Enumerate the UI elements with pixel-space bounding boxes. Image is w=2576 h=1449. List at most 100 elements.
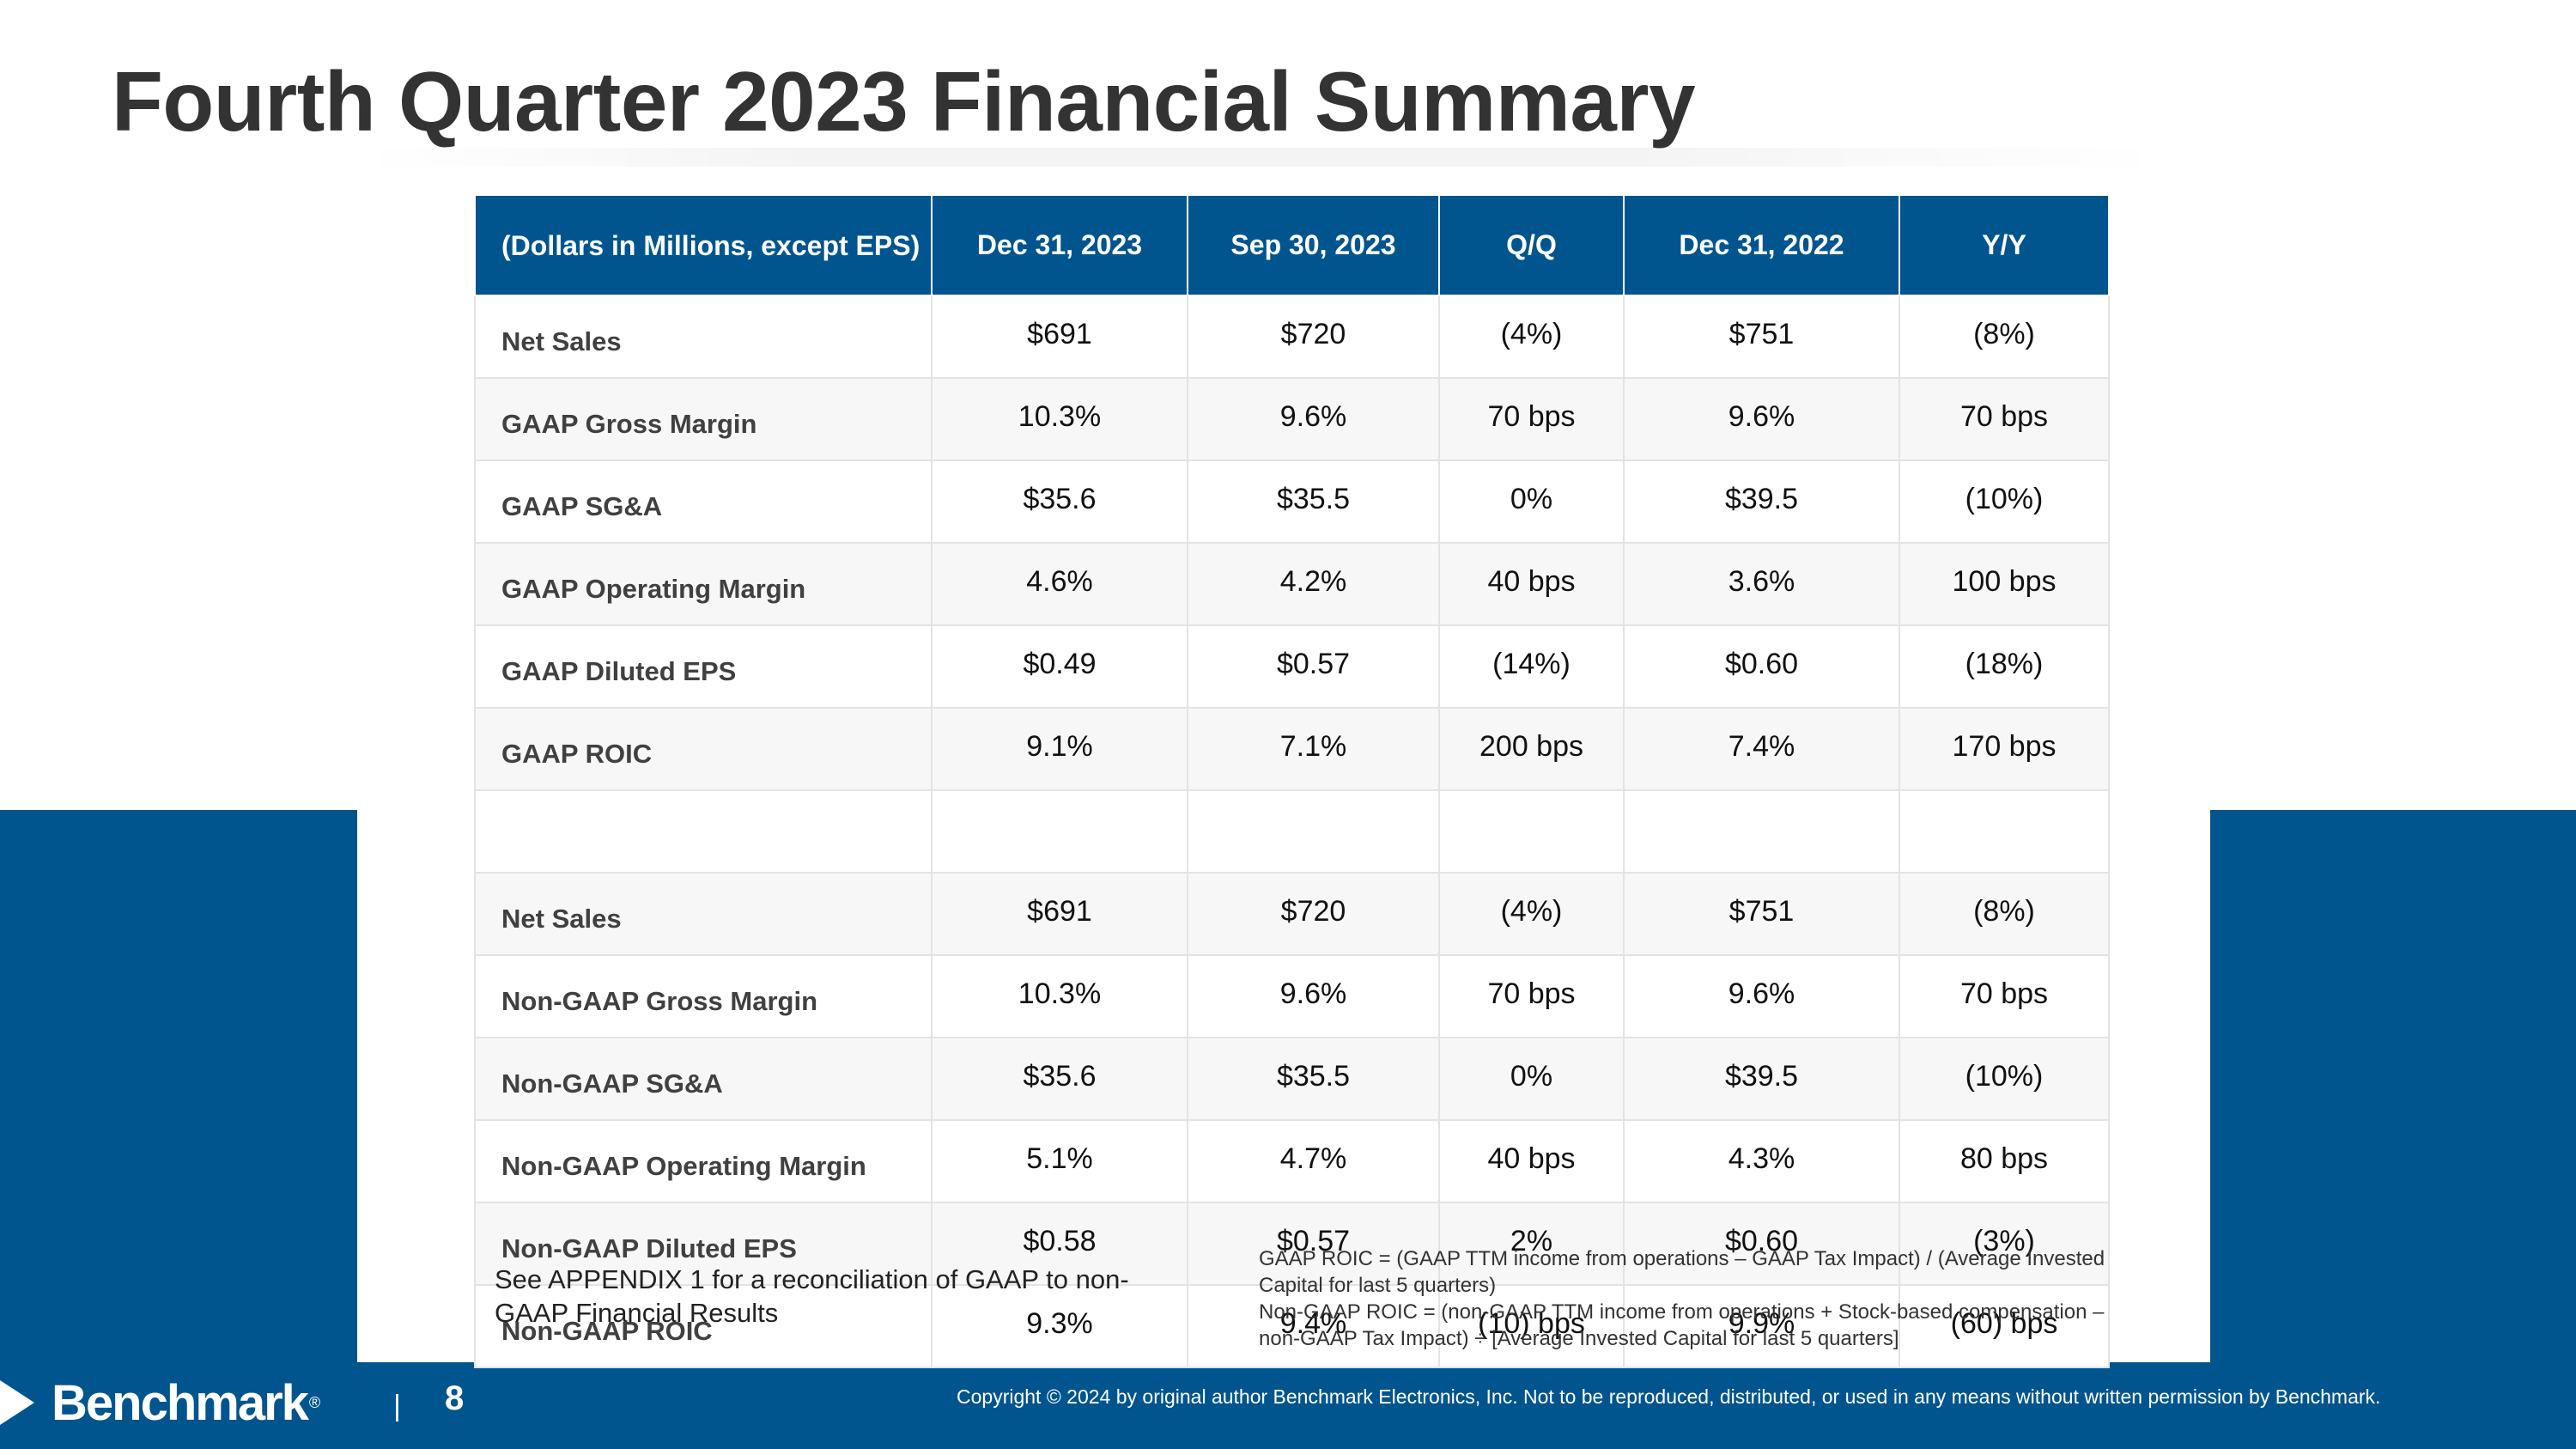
table-cell: $39.5 [1623, 1037, 1900, 1121]
table-cell: $35.5 [1187, 460, 1440, 544]
table-cell [1899, 789, 2110, 874]
column-header-dec-2023: Dec 31, 2023 [931, 194, 1188, 296]
footer-separator: | [393, 1390, 401, 1422]
table-cell: 10.3% [931, 377, 1188, 461]
table-cell: 70 bps [1438, 377, 1625, 461]
row-label: Net Sales [474, 872, 933, 956]
table-cell: $720 [1187, 872, 1440, 956]
logo-arrow-icon [0, 1380, 34, 1425]
table-cell: 9.6% [1187, 954, 1440, 1038]
table-row [474, 789, 2110, 874]
table-cell: 9.6% [1187, 377, 1440, 461]
table-cell: 70 bps [1899, 377, 2110, 461]
logo-registered-mark: ® [308, 1393, 321, 1411]
table-cell [1623, 789, 1900, 874]
table-cell: $35.5 [1187, 1037, 1440, 1121]
table-row: GAAP SG&A $35.6 $35.5 0% $39.5 (10%) [474, 460, 2110, 544]
table-cell: $35.6 [931, 460, 1188, 544]
table-cell: $0.57 [1187, 624, 1440, 709]
table-cell: 4.7% [1187, 1119, 1440, 1203]
table-row: Non-GAAP Diluted EPS $0.58 $0.57 2% $0.60 (3%… [474, 1202, 2110, 1286]
table-cell: $691 [931, 872, 1188, 956]
table-cell: 4.6% [931, 542, 1188, 626]
table-cell: 9.1% [931, 707, 1188, 791]
table-cell: $39.5 [1623, 460, 1900, 544]
table-cell: $0.60 [1623, 624, 1900, 709]
table-cell [1187, 789, 1440, 874]
column-header-yy: Y/Y [1899, 194, 2110, 296]
table-cell [931, 789, 1188, 874]
table-cell: 9.6% [1623, 954, 1900, 1038]
table-cell: 9.9% [1623, 1284, 1900, 1368]
table-row: Net Sales $691 $720 (4%) $751 (8%) [474, 872, 2110, 956]
appendix-note: See APPENDIX 1 for a reconciliation of G… [495, 1264, 1129, 1328]
table-cell: (8%) [1899, 295, 2110, 379]
row-label: Non-GAAP SG&A [474, 1037, 933, 1121]
table-row: Non-GAAP Operating Margin 5.1% 4.7% 40 bps 4… [474, 1119, 2110, 1203]
table-row: Non-GAAP SG&A $35.6 $35.5 0% $39.5 (10%) [474, 1037, 2110, 1121]
table-cell: $0.58 [931, 1202, 1188, 1286]
logo-wordmark: Benchmark [52, 1374, 309, 1431]
table-cell: (4%) [1438, 295, 1625, 379]
table-cell: 170 bps [1899, 707, 2110, 791]
table-cell: 9.4% [1187, 1284, 1440, 1368]
row-label: Non-GAAP ROIC [474, 1284, 933, 1368]
row-label [474, 789, 933, 874]
table-cell: 5.1% [931, 1119, 1188, 1203]
table-cell: $0.57 [1187, 1202, 1440, 1286]
non-gaap-roic-definition: Non-GAAP ROIC = (non-GAAP TTM income fro… [1259, 1300, 2105, 1350]
financial-summary-table: (Dollars in Millions, except EPS) Dec 31… [474, 194, 2110, 1368]
table-cell: 10.3% [931, 954, 1188, 1038]
table-cell: (10%) [1899, 1037, 2110, 1121]
row-label: GAAP Operating Margin [474, 542, 933, 626]
copyright-notice: Copyright © 2024 by original author Benc… [957, 1385, 2381, 1408]
table-cell: 0% [1438, 1037, 1625, 1121]
table-cell: 4.3% [1623, 1119, 1900, 1203]
table-cell: 7.1% [1187, 707, 1440, 791]
table-cell: 9.6% [1623, 377, 1900, 461]
page-number: 8 [445, 1379, 465, 1417]
table-cell: $0.49 [931, 624, 1188, 709]
row-label: GAAP Gross Margin [474, 377, 933, 461]
table-row: GAAP ROIC 9.1% 7.1% 200 bps 7.4% 170 bps [474, 707, 2110, 791]
row-label: Non-GAAP Operating Margin [474, 1119, 933, 1203]
table-cell: 80 bps [1899, 1119, 2110, 1203]
table-cell: $751 [1623, 295, 1900, 379]
column-header-qq: Q/Q [1438, 194, 1625, 296]
table-cell: 7.4% [1623, 707, 1900, 791]
table-cell: $35.6 [931, 1037, 1188, 1121]
row-label: Non-GAAP Gross Margin [474, 954, 933, 1038]
table-row: GAAP Operating Margin 4.6% 4.2% 40 bps 3.6% 1… [474, 542, 2110, 626]
column-header-units: (Dollars in Millions, except EPS) [474, 194, 933, 296]
table-cell: (60) bps [1899, 1284, 2110, 1368]
title-underline-shadow [361, 148, 2164, 167]
table-row: Non-GAAP ROIC 9.3% 9.4% (10) bps 9.9% (60) bp… [474, 1284, 2110, 1368]
table-cell: 3.6% [1623, 542, 1900, 626]
table-cell: 40 bps [1438, 542, 1625, 626]
column-header-dec-2022: Dec 31, 2022 [1623, 194, 1900, 296]
benchmark-logo: Benchmark ® [0, 1374, 320, 1431]
row-label: GAAP Diluted EPS [474, 624, 933, 709]
table-cell: $691 [931, 295, 1188, 379]
table-cell: 0% [1438, 460, 1625, 544]
gaap-roic-definition: GAAP ROIC = (GAAP TTM income from operat… [1259, 1247, 2105, 1297]
slide-title: Fourth Quarter 2023 Financial Summary [112, 54, 1696, 149]
table-cell: (8%) [1899, 872, 2110, 956]
table-cell: 200 bps [1438, 707, 1625, 791]
row-label: GAAP ROIC [474, 707, 933, 791]
row-label: Net Sales [474, 295, 933, 379]
table-cell: (4%) [1438, 872, 1625, 956]
table-cell: $0.60 [1623, 1202, 1900, 1286]
table-cell: 2% [1438, 1202, 1625, 1286]
table-row: GAAP Diluted EPS $0.49 $0.57 (14%) $0.60 (18%… [474, 624, 2110, 709]
row-label: GAAP SG&A [474, 460, 933, 544]
table-row: Net Sales $691 $720 (4%) $751 (8%) [474, 295, 2110, 379]
column-header-sep-2023: Sep 30, 2023 [1187, 194, 1440, 296]
table-cell: 70 bps [1438, 954, 1625, 1038]
table-cell: (10%) [1899, 460, 2110, 544]
table-cell: 100 bps [1899, 542, 2110, 626]
table-cell: 70 bps [1899, 954, 2110, 1038]
table-cell: 9.3% [931, 1284, 1188, 1368]
table-header-row: (Dollars in Millions, except EPS) Dec 31… [474, 194, 2110, 296]
table-cell [1438, 789, 1625, 874]
